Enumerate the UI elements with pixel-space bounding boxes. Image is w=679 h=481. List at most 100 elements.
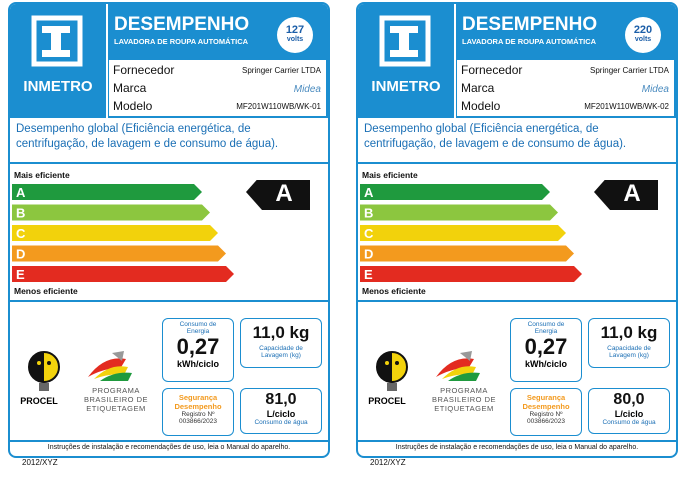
inmetro-symbol xyxy=(379,15,431,67)
subtitle: LAVADORA DE ROUPA AUTOMÁTICA xyxy=(114,37,249,46)
class-letter: A xyxy=(16,185,26,200)
class-bar xyxy=(360,184,550,200)
separator xyxy=(358,300,676,302)
program-text: PROGRAMA xyxy=(440,386,488,395)
water-label: Consumo de água xyxy=(254,419,308,426)
class-bar xyxy=(360,245,574,262)
energy-unit: kWh/ciclo xyxy=(524,359,567,369)
class-bar xyxy=(360,204,558,221)
voltage: 220 xyxy=(633,24,653,36)
class-letter: C xyxy=(16,226,26,241)
row-key: Fornecedor xyxy=(461,63,523,77)
class-bar xyxy=(12,225,218,241)
procel-symbol xyxy=(28,351,60,391)
procel-symbol xyxy=(376,351,408,391)
safety-number: 003866/2023 xyxy=(527,418,565,425)
row-value: Midea xyxy=(641,84,669,95)
safety-registry: Registro Nº xyxy=(529,411,563,418)
water-box: 80,0 L/ciclo Consumo de água xyxy=(588,388,670,434)
water-box: 81,0 L/ciclo Consumo de água xyxy=(240,388,322,434)
capacity-value: 11,0 kg xyxy=(600,323,658,342)
subtitle: LAVADORA DE ROUPA AUTOMÁTICA xyxy=(462,37,597,46)
energy-unit: kWh/ciclo xyxy=(176,359,219,369)
title: DESEMPENHO xyxy=(114,14,250,35)
class-bar xyxy=(360,266,582,282)
energy-box: Consumo de Energia 0,27 kWh/ciclo xyxy=(510,318,582,382)
efficiency-scale: A B C D E A xyxy=(360,180,658,282)
capacity-value: 11,0 kg xyxy=(252,323,310,342)
code: 2012/XYZ xyxy=(370,458,406,467)
safety-title: Segurança Desempenho xyxy=(522,393,570,411)
inmetro-logo: INMETRO xyxy=(358,4,456,118)
class-bar xyxy=(360,225,566,241)
separator xyxy=(358,162,676,164)
safety-box: Segurança Desempenho Registro Nº 003866/… xyxy=(162,388,234,436)
row-key: Marca xyxy=(461,81,495,95)
rating: A xyxy=(623,180,640,207)
class-bar xyxy=(12,204,210,221)
class-letter: D xyxy=(364,247,373,262)
capacity-box: 11,0 kg Capacidade de Lavagem (kg) xyxy=(240,318,322,368)
water-value: 81,0 xyxy=(265,391,297,408)
safety-registry: Registro Nº xyxy=(181,411,215,418)
least-efficient: Menos eficiente xyxy=(362,286,426,296)
info-rows: Fornecedor Springer Carrier LTDA Marca Mi… xyxy=(457,60,674,116)
class-bar xyxy=(12,245,226,262)
row-key: Marca xyxy=(113,81,147,95)
description: Desempenho global (Eficiência energética… xyxy=(364,123,627,150)
class-letter: E xyxy=(364,267,373,282)
energy-label: Consumo de Energia xyxy=(179,321,217,335)
info-rows: Fornecedor Springer Carrier LTDA Marca Mi… xyxy=(109,60,326,116)
energy-label: INMETRO DESEMPENHO LAVADORA DE ROUPA AUT… xyxy=(356,2,678,458)
rating-arrow xyxy=(594,180,658,210)
class-letter: B xyxy=(364,206,373,221)
class-letter: C xyxy=(364,226,374,241)
row-value: Midea xyxy=(293,84,321,95)
separator xyxy=(10,300,328,302)
code: 2012/XYZ xyxy=(22,458,58,467)
procel: PROCEL xyxy=(20,396,58,406)
row-key: Modelo xyxy=(461,99,501,113)
program-text: BRASILEIRO DE xyxy=(83,395,149,404)
safety-box: Segurança Desempenho Registro Nº 003866/… xyxy=(510,388,582,436)
class-letter: B xyxy=(16,206,25,221)
voltage-unit: volts xyxy=(286,36,304,43)
inmetro-text: INMETRO xyxy=(23,78,93,95)
separator xyxy=(358,440,676,442)
row-value: MF201W110WB/WK-02 xyxy=(584,102,669,111)
program-text: ETIQUETAGEM xyxy=(86,404,146,413)
energy-value: 0,27 xyxy=(176,334,220,359)
voltage-badge: 220 volts xyxy=(625,17,661,53)
most-efficient: Mais eficiente xyxy=(14,170,70,180)
water-unit: L/ciclo xyxy=(266,409,296,419)
rating: A xyxy=(275,180,292,207)
voltage-unit: volts xyxy=(634,36,652,43)
energy-box: Consumo de Energia 0,27 kWh/ciclo xyxy=(162,318,234,382)
inmetro-logo: INMETRO xyxy=(10,4,108,118)
energy-value: 0,27 xyxy=(524,334,568,359)
class-letter: E xyxy=(16,267,25,282)
inmetro-symbol xyxy=(31,15,83,67)
capacity-label: Capacidade de Lavagem (kg) xyxy=(259,345,303,359)
energy-label: INMETRO DESEMPENHO LAVADORA DE ROUPA AUT… xyxy=(8,2,330,458)
efficiency-scale: A B C D E A xyxy=(12,180,310,282)
program-text: ETIQUETAGEM xyxy=(434,404,494,413)
voltage-badge: 127 volts xyxy=(277,17,313,53)
instructions: Instruções de instalação e recomendações… xyxy=(47,444,291,451)
water-unit: L/ciclo xyxy=(614,409,644,419)
safety-number: 003866/2023 xyxy=(179,418,217,425)
program-symbol xyxy=(436,351,480,381)
title: DESEMPENHO xyxy=(462,14,598,35)
energy-label: Consumo de Energia xyxy=(527,321,565,335)
separator xyxy=(10,440,328,442)
row-value: Springer Carrier LTDA xyxy=(242,66,321,75)
procel: PROCEL xyxy=(368,396,406,406)
class-letter: D xyxy=(16,247,25,262)
program-text: BRASILEIRO DE xyxy=(431,395,497,404)
description: Desempenho global (Eficiência energética… xyxy=(16,123,279,150)
rating-arrow xyxy=(246,180,310,210)
water-value: 80,0 xyxy=(613,391,645,408)
capacity-box: 11,0 kg Capacidade de Lavagem (kg) xyxy=(588,318,670,368)
class-bar xyxy=(12,266,234,282)
